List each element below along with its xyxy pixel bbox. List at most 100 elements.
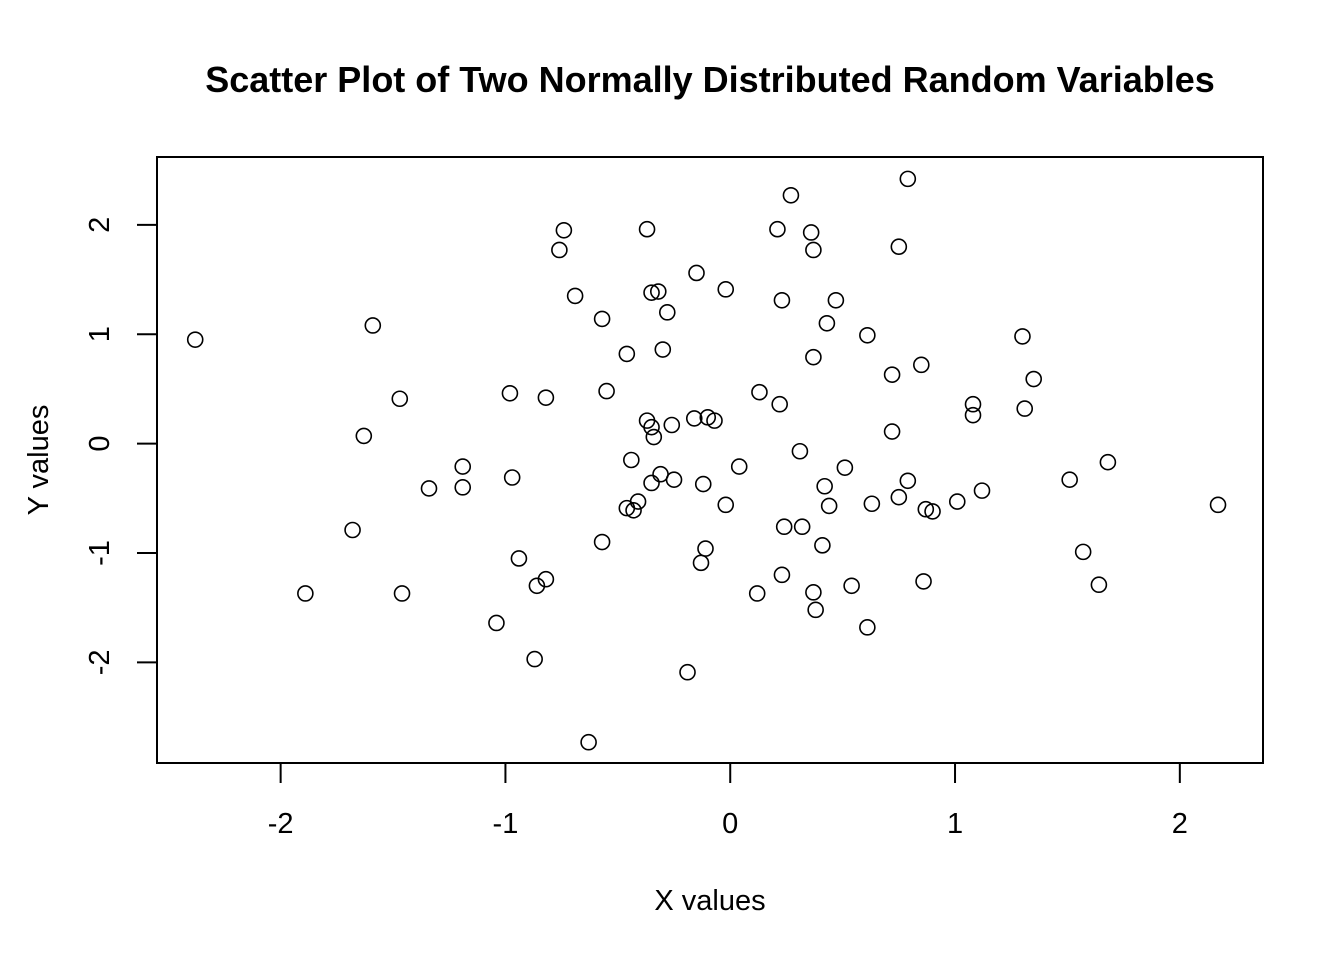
data-point xyxy=(791,442,809,460)
data-point xyxy=(859,326,876,344)
data-point xyxy=(748,585,766,602)
data-point xyxy=(730,458,748,475)
data-point xyxy=(551,241,568,259)
data-point xyxy=(890,238,908,255)
data-point xyxy=(890,488,908,506)
data-point xyxy=(623,451,640,469)
data-point xyxy=(685,410,703,427)
data-point xyxy=(805,348,822,366)
data-point xyxy=(618,345,636,363)
x-axis: -2 -1 0 1 2 xyxy=(268,763,1188,840)
x-tick-label: 2 xyxy=(1172,808,1188,840)
data-point xyxy=(814,537,831,554)
data-point xyxy=(645,428,663,446)
data-point xyxy=(818,314,836,332)
data-point xyxy=(859,619,876,636)
data-point xyxy=(526,650,543,668)
data-points xyxy=(186,170,1227,751)
y-tick-label: -1 xyxy=(84,540,116,566)
data-point xyxy=(973,482,991,499)
data-point xyxy=(1014,328,1031,345)
y-tick-label: 2 xyxy=(84,217,116,233)
data-point xyxy=(697,540,714,557)
data-point xyxy=(717,496,735,514)
data-point xyxy=(1090,576,1108,594)
data-point xyxy=(773,566,791,584)
data-point xyxy=(1025,370,1043,388)
data-point xyxy=(1099,453,1117,471)
x-tick-label: -1 xyxy=(493,808,519,840)
data-point xyxy=(717,281,735,298)
data-point xyxy=(629,493,647,510)
data-point xyxy=(658,304,676,321)
data-point xyxy=(899,170,917,188)
data-point xyxy=(488,614,505,632)
x-axis-label: X values xyxy=(654,885,765,917)
plot-frame xyxy=(156,156,1264,764)
data-point xyxy=(654,341,672,358)
data-point xyxy=(501,384,519,402)
data-point xyxy=(688,264,705,282)
data-point xyxy=(843,577,860,595)
y-tick-label: 1 xyxy=(84,326,116,342)
data-point xyxy=(694,475,712,493)
data-point xyxy=(454,479,472,496)
data-point xyxy=(638,220,656,238)
data-point xyxy=(883,423,901,440)
data-point xyxy=(827,291,845,309)
data-point xyxy=(537,389,555,406)
data-point xyxy=(924,503,941,520)
data-point xyxy=(820,497,838,515)
data-point xyxy=(1061,471,1078,488)
data-point xyxy=(917,500,935,518)
data-point xyxy=(665,471,683,488)
data-point xyxy=(503,469,521,486)
data-point xyxy=(643,474,660,492)
data-point xyxy=(598,382,615,400)
x-tick-label: 1 xyxy=(947,808,963,840)
data-point xyxy=(566,287,584,305)
data-point xyxy=(663,416,681,434)
data-point xyxy=(773,291,791,309)
data-point xyxy=(915,573,932,590)
data-point xyxy=(836,459,854,476)
data-point xyxy=(964,395,982,413)
data-point xyxy=(593,533,611,551)
data-point xyxy=(782,186,800,204)
data-point xyxy=(393,585,411,602)
data-point xyxy=(964,406,982,424)
data-point xyxy=(454,458,472,475)
data-point xyxy=(643,284,660,301)
data-point xyxy=(643,418,660,436)
data-point xyxy=(899,472,917,490)
data-point xyxy=(771,395,788,413)
y-axis-label: Y values xyxy=(23,405,55,516)
data-point xyxy=(751,383,768,401)
data-point xyxy=(706,412,723,429)
data-point xyxy=(802,224,820,241)
data-point xyxy=(863,495,881,513)
data-point xyxy=(625,502,642,519)
data-point xyxy=(364,317,382,334)
data-point xyxy=(391,390,409,408)
data-point xyxy=(593,310,611,328)
data-point xyxy=(816,477,833,495)
chart-title: Scatter Plot of Two Normally Distributed… xyxy=(205,59,1215,100)
y-tick-label: -2 xyxy=(84,649,116,675)
data-point xyxy=(769,220,786,238)
data-point xyxy=(1016,400,1034,417)
data-point xyxy=(186,331,204,348)
data-point xyxy=(555,221,573,239)
data-point xyxy=(679,663,696,681)
x-tick-label: -2 xyxy=(268,808,294,840)
data-point xyxy=(344,521,361,539)
data-point xyxy=(807,601,824,619)
data-point xyxy=(948,493,966,510)
data-point xyxy=(805,241,822,259)
data-point xyxy=(420,480,438,497)
data-point xyxy=(775,518,793,536)
data-point xyxy=(580,733,597,751)
data-point xyxy=(692,554,710,572)
data-point xyxy=(1209,496,1227,514)
